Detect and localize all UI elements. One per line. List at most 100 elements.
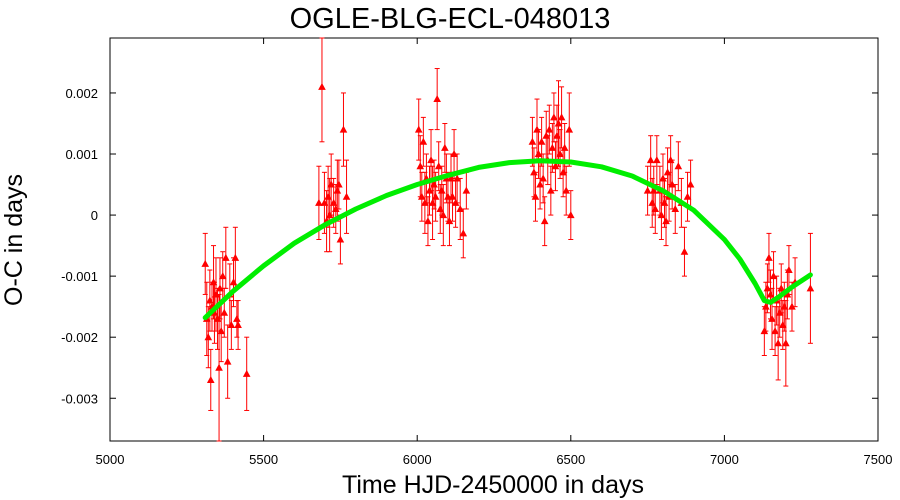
data-point-marker [333, 186, 342, 194]
data-point-marker [766, 290, 775, 298]
data-point-marker [542, 131, 551, 139]
data-point-marker [680, 247, 689, 255]
data-point-marker [433, 95, 441, 103]
data-point-marker [560, 143, 569, 151]
data-point-marker [536, 180, 544, 188]
x-axis-title: Time HJD-2450000 in days [342, 471, 644, 499]
data-point-marker [648, 198, 657, 206]
y-axis-title: O-C in days [0, 174, 28, 306]
data-point-marker [451, 198, 460, 206]
data-point-marker [327, 180, 335, 188]
data-point-marker [450, 150, 458, 158]
data-point-marker [339, 125, 348, 133]
data-point-marker [768, 314, 776, 322]
data-point-marker [565, 125, 574, 133]
data-point-marker [659, 174, 667, 182]
data-point-marker [206, 375, 215, 383]
data-point-marker [234, 320, 242, 328]
x-axis: 5000 5500 6000 6500 7000 7500 [96, 38, 892, 467]
data-point-marker [427, 156, 435, 164]
y-tick-label: 0.001 [65, 147, 98, 162]
data-point-marker [462, 186, 471, 194]
data-point-marker [431, 192, 440, 200]
data-point-marker [806, 284, 815, 292]
data-point-marker [788, 302, 796, 310]
data-point-marker [774, 339, 782, 347]
data-point-marker [533, 125, 541, 133]
data-point-marker [425, 186, 434, 194]
data-point-marker [329, 198, 338, 206]
data-point-marker [775, 308, 784, 316]
data-point-marker [437, 186, 446, 194]
data-point-marker [206, 296, 214, 304]
data-point-marker [556, 150, 564, 158]
data-point-marker [783, 290, 792, 298]
data-point-marker [547, 186, 555, 194]
data-point-marker [424, 217, 432, 225]
data-point-marker [335, 180, 343, 188]
x-tick-label: 5000 [96, 452, 125, 467]
data-point-marker [209, 278, 218, 286]
data-point-marker [762, 302, 770, 310]
data-point-marker [686, 180, 695, 188]
data-point-marker [660, 198, 669, 206]
data-point-marker [223, 357, 232, 365]
data-point-marker [567, 211, 575, 219]
data-point-marker [534, 150, 543, 158]
data-point-marker [439, 211, 448, 219]
data-point-marker [453, 174, 461, 182]
data-point-marker [215, 363, 223, 371]
data-point-marker [430, 180, 438, 188]
y-tick-label: -0.002 [61, 330, 98, 345]
data-point-marker [336, 235, 345, 243]
data-point-marker [530, 168, 538, 176]
data-point-marker [342, 192, 351, 200]
data-point-marker [315, 198, 323, 206]
data-point-marker [551, 162, 560, 170]
data-point-marker [320, 198, 329, 206]
data-point-marker [562, 186, 570, 194]
y-tick-label: 0 [91, 208, 98, 223]
data-point-marker [785, 266, 793, 274]
data-point-marker [668, 180, 676, 188]
data-point-marker [651, 204, 660, 212]
data-point-marker [663, 168, 672, 176]
data-point-marker [643, 186, 652, 194]
data-point-marker [539, 174, 547, 182]
data-point-marker [416, 162, 425, 170]
y-tick-label: 0.002 [65, 86, 98, 101]
data-point-marker [777, 284, 786, 292]
data-point-marker [778, 320, 787, 328]
data-point-marker [325, 211, 334, 219]
data-point-marker [318, 82, 326, 90]
data-point-marker [331, 204, 340, 212]
data-point-marker [553, 131, 561, 139]
plot-content [201, 37, 815, 442]
data-point-marker [434, 162, 443, 170]
data-point-marker [414, 125, 423, 133]
data-point-marker [760, 327, 769, 335]
fit-curve [202, 158, 813, 321]
data-point-marker [436, 204, 445, 212]
data-point-marker [550, 113, 558, 121]
data-point-marker [531, 192, 540, 200]
data-point-marker [217, 327, 226, 335]
data-point-marker [456, 204, 465, 212]
data-point-marker [212, 290, 220, 298]
chart-title: OGLE-BLG-ECL-048013 [290, 3, 611, 35]
data-point-marker [674, 162, 683, 170]
data-point-marker [229, 278, 238, 286]
data-point-marker [646, 156, 655, 164]
data-point-marker [218, 272, 227, 280]
plot-area-frame [109, 37, 879, 442]
data-point-marker [445, 217, 454, 225]
data-point-marker [671, 204, 680, 212]
data-point-marker [204, 333, 213, 341]
data-point-marker [782, 339, 790, 347]
data-point-marker [448, 192, 457, 200]
data-point-marker [528, 137, 537, 145]
x-tick-label: 5500 [249, 452, 278, 467]
x-tick-label: 7000 [710, 452, 739, 467]
data-point-marker [653, 156, 661, 164]
data-point-marker [540, 217, 549, 225]
